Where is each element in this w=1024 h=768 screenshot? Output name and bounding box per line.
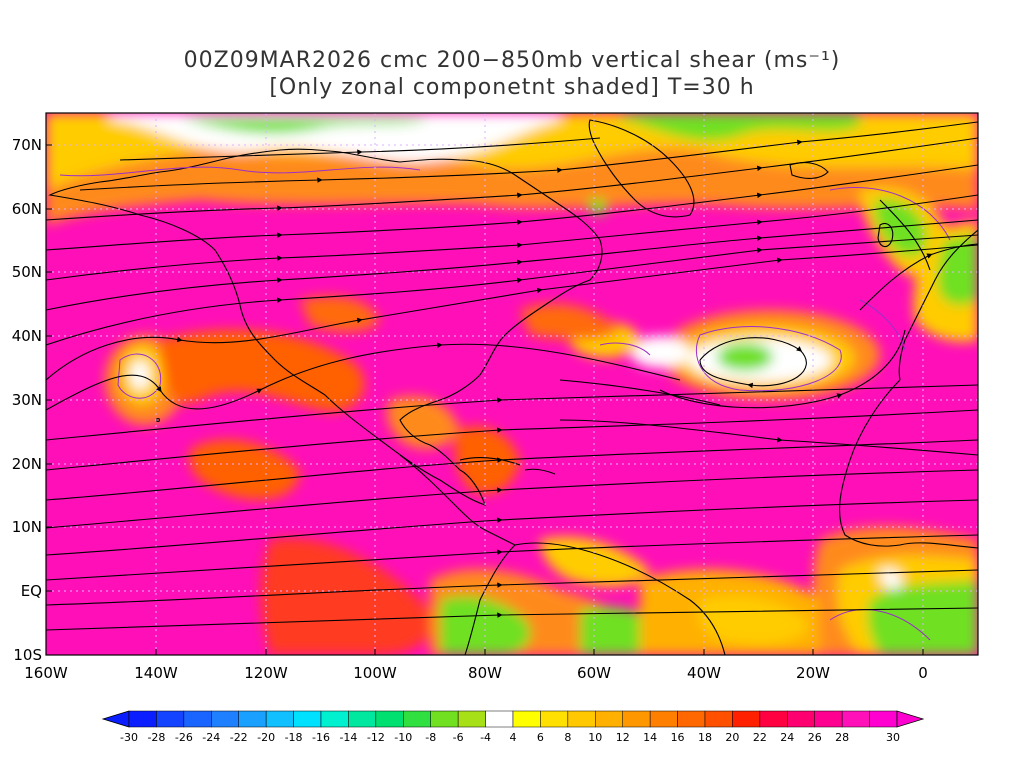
lat-label: 50N bbox=[12, 263, 42, 281]
colorbar-swatch bbox=[869, 710, 898, 728]
colorbar-label: -30 bbox=[120, 731, 138, 744]
lon-label: 80W bbox=[468, 664, 502, 682]
chart-title-line2: [Only zonal componetnt shaded] T=30 h bbox=[269, 75, 755, 100]
streamlines bbox=[46, 121, 978, 631]
chart-title-line1: 00Z09MAR2026 cmc 200−850mb vertical shea… bbox=[183, 48, 841, 73]
colorbar-label: 28 bbox=[835, 731, 849, 744]
colorbar-swatch bbox=[293, 710, 322, 728]
colorbar-swatch bbox=[403, 710, 431, 728]
hispaniola-coast bbox=[524, 468, 556, 475]
colorbar-left-arrow bbox=[101, 710, 130, 728]
colorbar-label: 4 bbox=[510, 731, 517, 744]
lon-label: 140W bbox=[134, 664, 178, 682]
colorbar-swatch bbox=[567, 710, 596, 728]
colorbar-swatch bbox=[622, 710, 651, 728]
colorbar-label: -4 bbox=[480, 731, 491, 744]
lat-label: 20N bbox=[12, 455, 42, 473]
ticks bbox=[46, 144, 924, 655]
colorbar-label: 26 bbox=[808, 731, 822, 744]
central-america-coast bbox=[399, 454, 516, 546]
colorbar-label: 30 bbox=[886, 731, 900, 744]
colorbar-label: 20 bbox=[725, 731, 739, 744]
colorbar-label: -18 bbox=[285, 731, 303, 744]
lon-label: 60W bbox=[577, 664, 611, 682]
colorbar-label: -10 bbox=[394, 731, 412, 744]
lon-label: 120W bbox=[244, 664, 288, 682]
colorbar-swatch bbox=[430, 710, 459, 728]
colorbar: -30 -28 -26 -24 -22 -20 -18 -16 -14 -12 -10 -8 -6 -4 4… bbox=[101, 710, 925, 744]
lat-label: 60N bbox=[12, 200, 42, 218]
colorbar-label: -14 bbox=[339, 731, 357, 744]
colorbar-label: -6 bbox=[453, 731, 464, 744]
lon-label: 40W bbox=[687, 664, 721, 682]
colorbar-label: 16 bbox=[671, 731, 685, 744]
colorbar-label: 14 bbox=[643, 731, 657, 744]
colorbar-swatch bbox=[759, 710, 788, 728]
colorbar-label: 18 bbox=[698, 731, 712, 744]
colorbar-label: 22 bbox=[753, 731, 767, 744]
colorbar-swatch bbox=[156, 710, 185, 728]
colorbar-swatch bbox=[238, 710, 267, 728]
colorbar-swatch bbox=[704, 710, 733, 728]
lat-label: 70N bbox=[12, 136, 42, 154]
colorbar-label: -26 bbox=[175, 731, 193, 744]
colorbar-swatch bbox=[265, 710, 294, 728]
lon-label: 0 bbox=[918, 664, 928, 682]
lon-label: 100W bbox=[353, 664, 397, 682]
colorbar-label: -22 bbox=[230, 731, 248, 744]
colorbar-label: 10 bbox=[588, 731, 602, 744]
lat-label: 30N bbox=[12, 391, 42, 409]
colorbar-swatch bbox=[348, 710, 377, 728]
colorbar-label: -28 bbox=[147, 731, 165, 744]
colorbar-swatch bbox=[677, 710, 706, 728]
colorbar-swatch bbox=[485, 710, 514, 728]
colorbar-swatch bbox=[375, 710, 404, 728]
lon-label: 160W bbox=[24, 664, 68, 682]
colorbar-swatch bbox=[211, 710, 239, 728]
british-isles-coast bbox=[877, 222, 894, 248]
colorbar-label: -8 bbox=[425, 731, 436, 744]
europe-coast bbox=[898, 229, 978, 381]
cuba-coast bbox=[459, 456, 521, 466]
colorbar-swatch bbox=[540, 710, 569, 728]
colorbar-right-arrow bbox=[896, 710, 925, 728]
lon-label: 20W bbox=[796, 664, 830, 682]
africa-coast bbox=[839, 379, 978, 549]
colorbar-swatch bbox=[787, 710, 815, 728]
colorbar-label: -16 bbox=[312, 731, 330, 744]
colorbar-label: 6 bbox=[537, 731, 544, 744]
lat-label: 10N bbox=[12, 518, 42, 536]
colorbar-swatch bbox=[732, 710, 761, 728]
colorbar-swatch bbox=[457, 710, 486, 728]
colorbar-swatch bbox=[649, 710, 678, 728]
south-america-coast bbox=[464, 542, 726, 655]
colorbar-swatch bbox=[595, 710, 623, 728]
lat-label: 40N bbox=[12, 327, 42, 345]
colorbar-swatch bbox=[320, 710, 349, 728]
colorbar-label: 12 bbox=[616, 731, 630, 744]
latitude-labels: 70N 60N 50N 40N 30N 20N 10N EQ 10S bbox=[12, 136, 42, 664]
colorbar-label: -12 bbox=[367, 731, 385, 744]
colorbar-swatch bbox=[128, 710, 157, 728]
shading-layer bbox=[46, 113, 978, 655]
colorbar-label: 24 bbox=[780, 731, 794, 744]
lat-label: 10S bbox=[13, 646, 42, 664]
colorbar-label: -24 bbox=[202, 731, 220, 744]
colorbar-label: 8 bbox=[564, 731, 571, 744]
colorbar-swatch bbox=[183, 710, 212, 728]
colorbar-swatch bbox=[841, 710, 870, 728]
colorbar-swatch bbox=[814, 710, 843, 728]
colorbar-swatch bbox=[512, 710, 541, 728]
longitude-labels: 160W 140W 120W 100W 80W 60W 40W 20W 0 bbox=[24, 664, 928, 682]
colorbar-label: -20 bbox=[257, 731, 275, 744]
lat-label: EQ bbox=[21, 582, 42, 600]
map-frame bbox=[45, 112, 979, 656]
